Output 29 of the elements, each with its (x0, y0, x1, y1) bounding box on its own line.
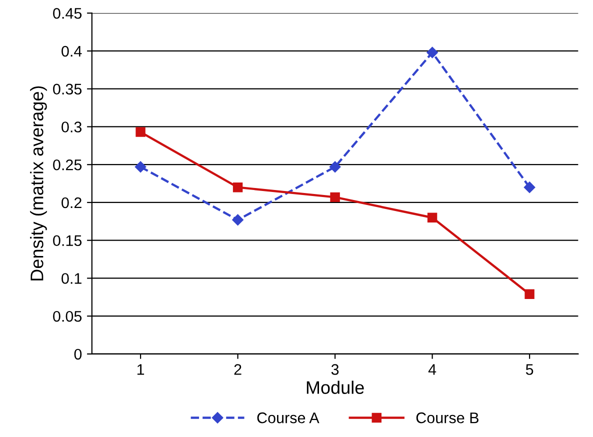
x-tick-label: 3 (331, 364, 339, 375)
point (232, 182, 243, 192)
y-tick-label: 0 (74, 348, 82, 360)
point (330, 192, 340, 202)
x-tick-label: 5 (526, 364, 534, 375)
y-tick-label: 0.4 (62, 46, 82, 57)
point (232, 214, 244, 226)
legend-label: Course B (416, 412, 478, 424)
point (524, 182, 536, 193)
point (426, 46, 438, 58)
x-tick-label: 1 (137, 364, 144, 375)
y-tick-label: 0.3 (62, 122, 82, 132)
y-tick-label: 0.05 (53, 310, 82, 322)
x-axis-title: Module (306, 380, 364, 394)
y-axis-title: Density (matrix average) (30, 86, 47, 280)
legend-label: Course A (257, 412, 320, 424)
y-tick-label: 0.2 (62, 197, 82, 208)
y-tick-label: 0.45 (53, 8, 82, 19)
y-tick-label: 0.25 (53, 159, 82, 170)
point (136, 127, 146, 137)
x-tick-label: 2 (234, 364, 242, 375)
y-tick-label: 0.35 (53, 84, 82, 95)
y-tick-label: 0.1 (62, 273, 82, 284)
point (524, 289, 534, 299)
x-tick-label: 4 (428, 364, 436, 375)
point (427, 212, 438, 222)
point (329, 161, 341, 172)
y-tick-label: 0.15 (53, 235, 82, 246)
point (134, 161, 146, 172)
